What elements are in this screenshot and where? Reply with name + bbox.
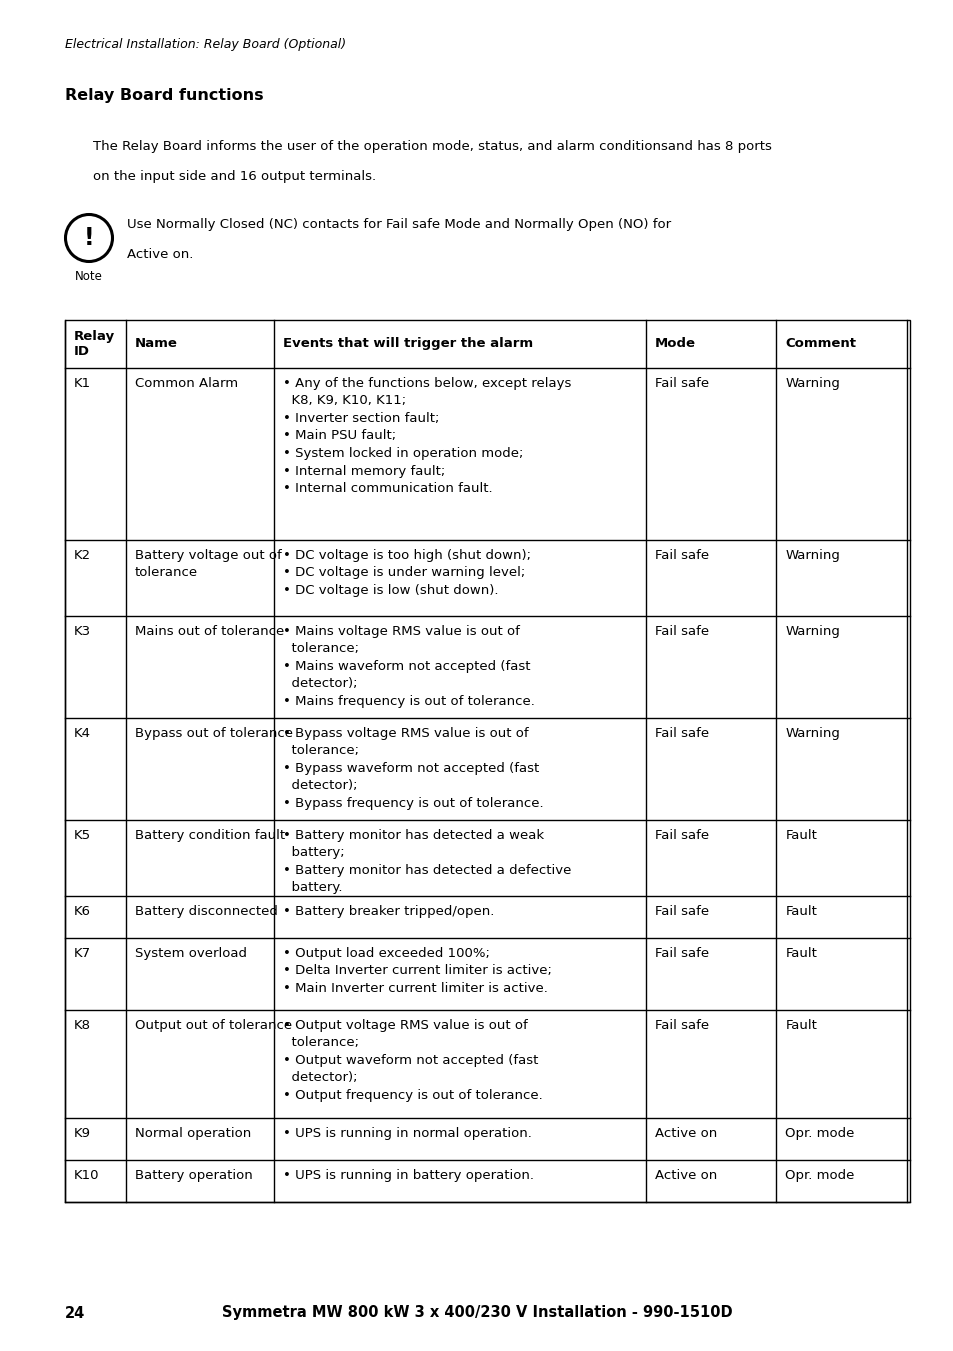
- Text: Bypass out of tolerance: Bypass out of tolerance: [134, 727, 293, 740]
- Text: • Output load exceeded 100%;: • Output load exceeded 100%;: [282, 947, 489, 961]
- Bar: [65, 320, 909, 1202]
- Text: Fail safe: Fail safe: [654, 947, 708, 961]
- Text: Common Alarm: Common Alarm: [134, 377, 237, 390]
- Text: Fail safe: Fail safe: [654, 905, 708, 917]
- Text: Fault: Fault: [784, 947, 817, 961]
- Text: Note: Note: [75, 270, 103, 284]
- Text: detector);: detector);: [282, 780, 356, 793]
- Text: Output out of tolerance: Output out of tolerance: [134, 1019, 292, 1032]
- Text: Symmetra MW 800 kW 3 x 400/230 V Installation - 990-1510D: Symmetra MW 800 kW 3 x 400/230 V Install…: [221, 1305, 732, 1320]
- Text: Name: Name: [134, 338, 177, 350]
- Text: • DC voltage is under warning level;: • DC voltage is under warning level;: [282, 566, 524, 580]
- Text: K6: K6: [74, 905, 91, 917]
- Text: battery;: battery;: [282, 847, 344, 859]
- Text: tolerance;: tolerance;: [282, 643, 358, 655]
- Text: • Battery breaker tripped/open.: • Battery breaker tripped/open.: [282, 905, 494, 917]
- Text: • Internal communication fault.: • Internal communication fault.: [282, 482, 492, 494]
- Text: tolerance;: tolerance;: [282, 744, 358, 758]
- Text: • Delta Inverter current limiter is active;: • Delta Inverter current limiter is acti…: [282, 965, 551, 978]
- Text: K2: K2: [74, 549, 91, 562]
- Text: 24: 24: [65, 1305, 85, 1320]
- Text: Fail safe: Fail safe: [654, 727, 708, 740]
- Text: • Mains frequency is out of tolerance.: • Mains frequency is out of tolerance.: [282, 694, 534, 708]
- Text: Active on: Active on: [654, 1169, 716, 1182]
- Text: The Relay Board informs the user of the operation mode, status, and alarm condit: The Relay Board informs the user of the …: [92, 141, 771, 153]
- Text: • DC voltage is too high (shut down);: • DC voltage is too high (shut down);: [282, 549, 530, 562]
- Text: Opr. mode: Opr. mode: [784, 1169, 854, 1182]
- Text: System overload: System overload: [134, 947, 247, 961]
- Text: • Battery monitor has detected a defective: • Battery monitor has detected a defecti…: [282, 865, 571, 877]
- Text: • Main PSU fault;: • Main PSU fault;: [282, 430, 395, 443]
- Text: • Mains waveform not accepted (fast: • Mains waveform not accepted (fast: [282, 661, 530, 673]
- Text: • Internal memory fault;: • Internal memory fault;: [282, 465, 444, 477]
- Text: on the input side and 16 output terminals.: on the input side and 16 output terminal…: [92, 170, 375, 182]
- Text: K4: K4: [74, 727, 91, 740]
- Text: Comment: Comment: [784, 338, 856, 350]
- Text: Mains out of tolerance: Mains out of tolerance: [134, 626, 284, 638]
- Text: Battery voltage out of
tolerance: Battery voltage out of tolerance: [134, 549, 281, 580]
- Text: Battery disconnected: Battery disconnected: [134, 905, 277, 917]
- Text: Fault: Fault: [784, 1019, 817, 1032]
- Text: Opr. mode: Opr. mode: [784, 1127, 854, 1140]
- Text: Normal operation: Normal operation: [134, 1127, 251, 1140]
- Text: Use Normally Closed (NC) contacts for Fail safe Mode and Normally Open (NO) for: Use Normally Closed (NC) contacts for Fa…: [127, 218, 670, 231]
- Text: detector);: detector);: [282, 677, 356, 690]
- Text: • UPS is running in battery operation.: • UPS is running in battery operation.: [282, 1169, 533, 1182]
- Text: • Bypass voltage RMS value is out of: • Bypass voltage RMS value is out of: [282, 727, 528, 740]
- Text: Warning: Warning: [784, 727, 840, 740]
- Text: Warning: Warning: [784, 626, 840, 638]
- Text: K7: K7: [74, 947, 91, 961]
- Text: • Main Inverter current limiter is active.: • Main Inverter current limiter is activ…: [282, 982, 547, 994]
- Text: Battery operation: Battery operation: [134, 1169, 253, 1182]
- Text: !: !: [84, 226, 94, 250]
- Text: Warning: Warning: [784, 377, 840, 390]
- Text: Active on: Active on: [654, 1127, 716, 1140]
- Text: Fail safe: Fail safe: [654, 626, 708, 638]
- Text: Active on.: Active on.: [127, 249, 193, 261]
- Text: • Any of the functions below, except relays: • Any of the functions below, except rel…: [282, 377, 571, 390]
- Text: • Battery monitor has detected a weak: • Battery monitor has detected a weak: [282, 830, 543, 842]
- Text: K3: K3: [74, 626, 91, 638]
- Text: battery.: battery.: [282, 881, 342, 894]
- Text: • Bypass waveform not accepted (fast: • Bypass waveform not accepted (fast: [282, 762, 538, 775]
- Text: tolerance;: tolerance;: [282, 1036, 358, 1050]
- Text: Fail safe: Fail safe: [654, 1019, 708, 1032]
- Text: Fault: Fault: [784, 905, 817, 917]
- Text: Battery condition fault: Battery condition fault: [134, 830, 285, 842]
- Text: • Bypass frequency is out of tolerance.: • Bypass frequency is out of tolerance.: [282, 797, 543, 811]
- Text: • System locked in operation mode;: • System locked in operation mode;: [282, 447, 522, 459]
- Text: K8, K9, K10, K11;: K8, K9, K10, K11;: [282, 394, 405, 408]
- Text: K5: K5: [74, 830, 91, 842]
- Text: • Mains voltage RMS value is out of: • Mains voltage RMS value is out of: [282, 626, 519, 638]
- Text: detector);: detector);: [282, 1071, 356, 1085]
- Text: Relay Board functions: Relay Board functions: [65, 88, 263, 103]
- Text: K10: K10: [74, 1169, 99, 1182]
- Text: • Inverter section fault;: • Inverter section fault;: [282, 412, 438, 426]
- Text: Events that will trigger the alarm: Events that will trigger the alarm: [282, 338, 533, 350]
- Text: K9: K9: [74, 1127, 91, 1140]
- Text: Mode: Mode: [654, 338, 695, 350]
- Text: Relay
ID: Relay ID: [74, 330, 115, 358]
- Text: Electrical Installation: Relay Board (Optional): Electrical Installation: Relay Board (Op…: [65, 38, 346, 51]
- Text: • Output voltage RMS value is out of: • Output voltage RMS value is out of: [282, 1019, 527, 1032]
- Text: K1: K1: [74, 377, 91, 390]
- Text: Fail safe: Fail safe: [654, 549, 708, 562]
- Text: K8: K8: [74, 1019, 91, 1032]
- Text: • Output waveform not accepted (fast: • Output waveform not accepted (fast: [282, 1054, 537, 1067]
- Text: • DC voltage is low (shut down).: • DC voltage is low (shut down).: [282, 584, 497, 597]
- Text: Fault: Fault: [784, 830, 817, 842]
- Text: • UPS is running in normal operation.: • UPS is running in normal operation.: [282, 1127, 531, 1140]
- Text: Fail safe: Fail safe: [654, 830, 708, 842]
- Text: Fail safe: Fail safe: [654, 377, 708, 390]
- Text: Warning: Warning: [784, 549, 840, 562]
- Text: • Output frequency is out of tolerance.: • Output frequency is out of tolerance.: [282, 1089, 542, 1102]
